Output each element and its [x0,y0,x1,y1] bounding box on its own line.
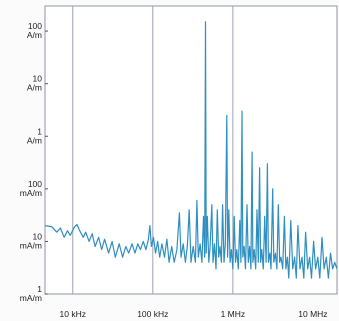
x-tick-label: 1 MHz [221,309,246,319]
y-tick-unit: mA/m [20,188,42,198]
y-tick-unit: A/m [27,135,42,145]
x-axis-ticks: 10 kHz 100 kHz 1 MHz 10 MHz [60,309,328,319]
x-tick-label: 100 kHz [137,309,168,319]
series-line [44,21,338,279]
y-tick-value: 10 [33,74,43,84]
y-tick-value: 100 [28,21,42,31]
y-tick-value: 1 [37,126,42,136]
y-tick-unit: mA/m [20,240,42,250]
y-tick-value: 1 [37,284,42,294]
x-tick-label: 10 MHz [298,309,327,319]
x-tick-label: 10 kHz [60,309,86,319]
grid-lines [72,6,234,294]
y-tick-unit: mA/m [20,293,42,303]
y-tick-value: 100 [28,179,42,189]
y-tick-value: 10 [33,231,43,241]
y-tick-unit: A/m [27,83,42,93]
series-group [44,21,338,279]
y-tick-unit: A/m [27,30,42,40]
